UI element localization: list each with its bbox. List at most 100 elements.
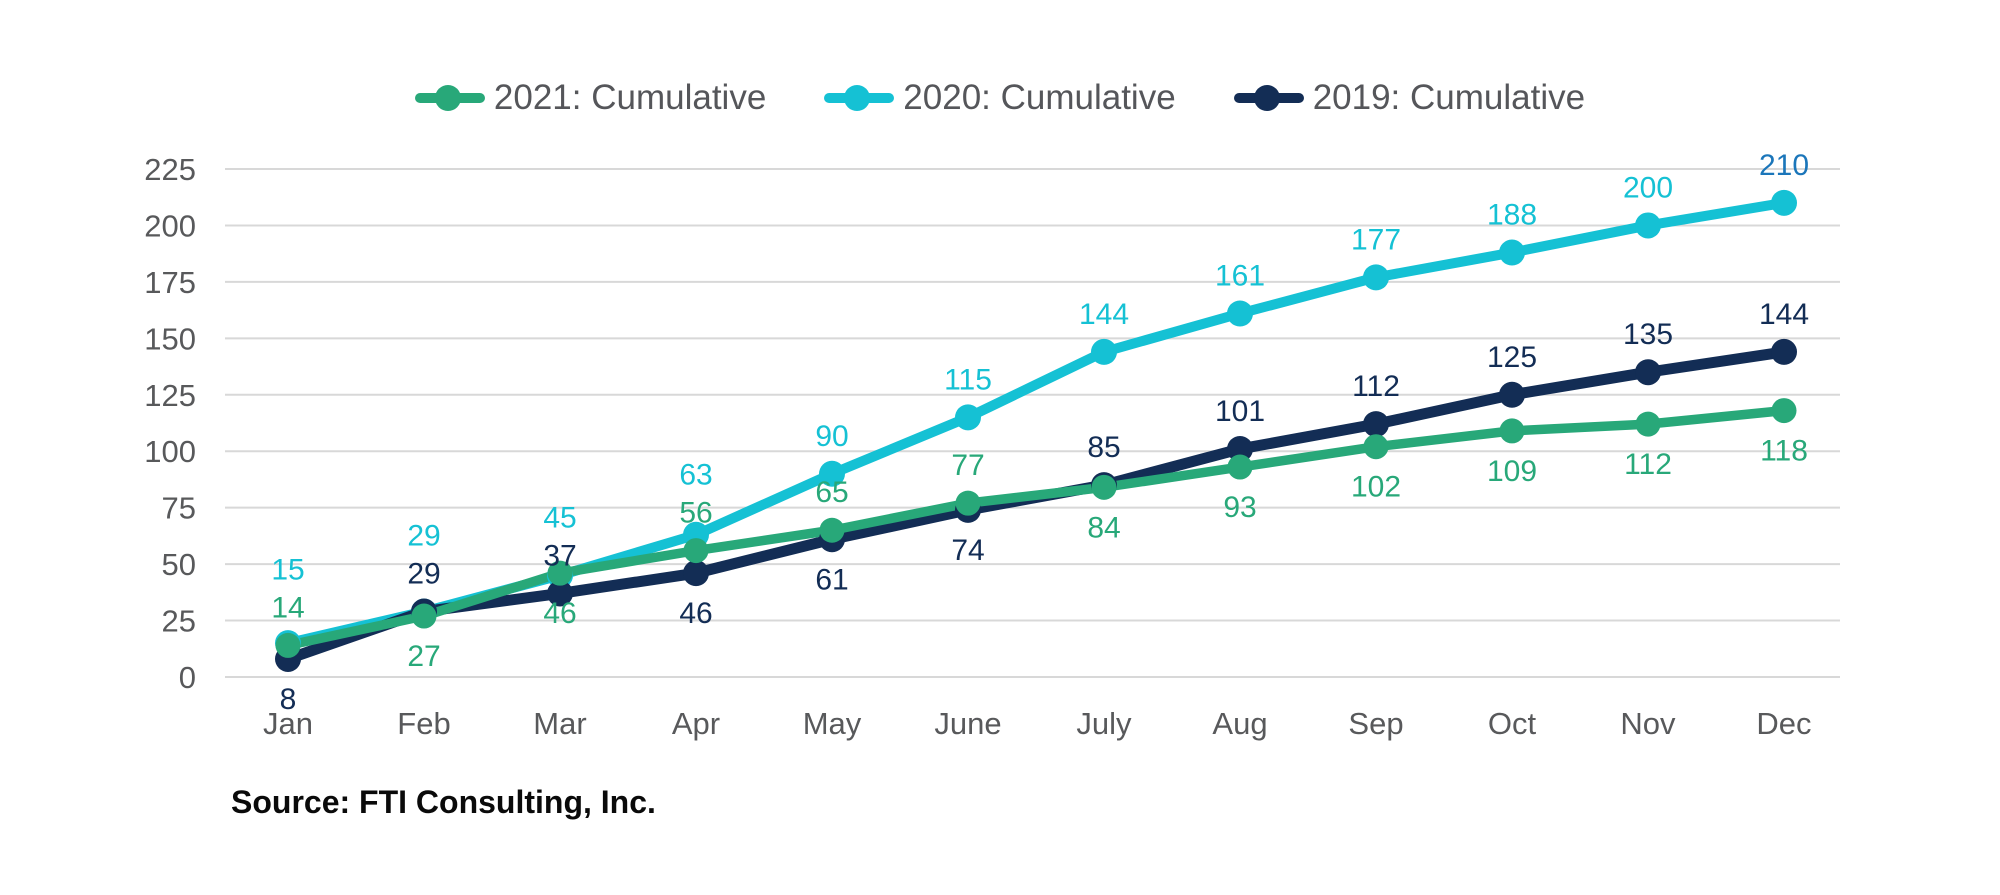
data-label-2019-Aug: 101 [1215, 395, 1265, 428]
data-point-2019-Nov [1635, 359, 1661, 386]
data-label-2019-Oct: 125 [1487, 341, 1537, 374]
series-line-2019 [282, 346, 1790, 665]
data-label-2019-Dec: 144 [1759, 298, 1809, 331]
y-tick-label-50: 50 [162, 547, 196, 582]
data-point-2021-Feb [411, 603, 437, 629]
data-label-2021-Jan: 14 [271, 591, 304, 624]
data-label-2021-Aug: 93 [1223, 491, 1256, 524]
legend-label-2021: 2021: Cumulative [493, 78, 767, 117]
data-point-2021-May [819, 517, 845, 543]
data-point-2019-Sep [1363, 411, 1389, 438]
x-tick-label-Jan: Jan [263, 706, 313, 741]
data-point-2020-June [955, 404, 981, 431]
data-point-2021-Dec [1771, 398, 1797, 424]
x-tick-label-Sep: Sep [1348, 706, 1403, 741]
data-label-2019-Jan: 8 [280, 683, 297, 716]
y-tick-label-225: 225 [144, 152, 196, 187]
y-tick-label-150: 150 [144, 321, 196, 356]
data-label-2019-Sep: 112 [1352, 370, 1400, 403]
x-tick-label-Oct: Oct [1488, 706, 1537, 741]
x-tick-label-Apr: Apr [672, 706, 720, 741]
data-label-2020-Feb: 29 [407, 520, 440, 553]
data-label-2021-June: 77 [951, 449, 984, 482]
data-point-2021-Mar [547, 560, 573, 586]
data-label-2020-Sep: 177 [1351, 223, 1401, 256]
data-label-2021-Sep: 102 [1351, 471, 1401, 504]
data-point-2019-Oct [1499, 381, 1525, 408]
data-point-2021-June [955, 490, 981, 516]
data-label-2021-Oct: 109 [1487, 455, 1537, 488]
data-point-2019-Mar [547, 580, 573, 607]
legend-marker-line-2020 [824, 84, 895, 111]
x-tick-label-June: June [934, 706, 1001, 741]
data-point-2020-Sep [1363, 264, 1389, 291]
legend-marker-line-2021 [414, 84, 485, 111]
data-point-2020-Oct [1499, 239, 1525, 266]
data-label-2020-Nov: 200 [1623, 171, 1673, 204]
chart-legend: 2021: Cumulative 2020: Cumulative 2019: … [0, 80, 2000, 115]
y-tick-label-0: 0 [179, 660, 196, 695]
data-point-2021-Oct [1499, 418, 1525, 444]
data-label-2020-Mar: 45 [543, 501, 576, 534]
x-tick-label-Mar: Mar [533, 706, 586, 741]
legend-label-2019: 2019: Cumulative [1312, 78, 1586, 117]
y-tick-label-100: 100 [144, 434, 196, 469]
y-tick-label-175: 175 [144, 265, 196, 300]
x-tick-label-July: July [1076, 706, 1132, 741]
data-label-2019-Feb: 29 [407, 558, 440, 591]
data-point-2021-Aug [1227, 454, 1253, 480]
data-label-2021-Apr: 56 [679, 497, 712, 530]
data-point-2020-Aug [1227, 300, 1253, 327]
data-point-2021-July [1091, 474, 1117, 500]
data-label-2021-Nov: 112 [1624, 448, 1672, 481]
x-tick-label-Aug: Aug [1212, 706, 1267, 741]
data-point-2021-Sep [1363, 434, 1389, 460]
data-point-2019-Dec [1771, 338, 1797, 365]
data-label-2021-Feb: 27 [407, 640, 440, 673]
series-line-2020 [283, 197, 1789, 649]
x-tick-label-Feb: Feb [397, 706, 450, 741]
data-point-2020-Nov [1635, 212, 1661, 239]
y-tick-label-200: 200 [144, 208, 196, 243]
data-point-2019-Apr [683, 560, 709, 587]
data-point-2020-July [1091, 338, 1117, 365]
data-point-2021-Nov [1635, 411, 1661, 437]
data-point-2020-May [819, 460, 845, 487]
data-label-2021-July: 84 [1087, 511, 1120, 544]
data-label-2020-Jan: 15 [271, 553, 304, 586]
legend-item-2020: 2020: Cumulative [824, 78, 1176, 117]
data-point-2020-Dec [1771, 189, 1797, 216]
data-label-2020-Oct: 188 [1487, 199, 1537, 232]
series-line-2021 [283, 405, 1789, 651]
data-label-2020-July: 144 [1079, 298, 1129, 331]
y-tick-label-75: 75 [162, 491, 196, 526]
data-label-2020-Apr: 63 [679, 459, 712, 492]
data-label-2021-Mar: 46 [543, 597, 576, 630]
y-tick-label-25: 25 [162, 604, 196, 639]
data-label-2019-Mar: 37 [543, 539, 576, 572]
data-label-2019-Apr: 46 [679, 597, 712, 630]
data-point-2021-Jan [275, 632, 301, 658]
data-label-2020-Dec: 210 [1759, 149, 1809, 182]
data-label-2019-May: 61 [815, 563, 848, 596]
data-label-2019-Nov: 135 [1623, 318, 1673, 351]
legend-item-2019: 2019: Cumulative [1233, 78, 1586, 117]
data-point-2019-Aug [1227, 435, 1253, 462]
source-note: Source: FTI Consulting, Inc. [231, 784, 656, 820]
legend-marker-line-2019 [1233, 84, 1304, 111]
data-label-2021-May: 65 [815, 476, 848, 509]
data-label-2020-June: 115 [944, 363, 992, 396]
legend-label-2020: 2020: Cumulative [903, 78, 1176, 117]
legend-marker-dot-2020 [844, 84, 871, 111]
data-label-2020-Aug: 161 [1215, 259, 1265, 292]
legend-marker-dot-2019 [1253, 84, 1280, 111]
legend-item-2021: 2021: Cumulative [414, 78, 767, 117]
y-tick-label-125: 125 [144, 378, 196, 413]
data-label-2019-July: 85 [1087, 431, 1120, 464]
x-tick-label-Nov: Nov [1620, 706, 1676, 741]
data-label-2019-June: 74 [951, 534, 984, 567]
data-label-2020-May: 90 [815, 420, 848, 453]
x-tick-label-May: May [803, 706, 862, 741]
